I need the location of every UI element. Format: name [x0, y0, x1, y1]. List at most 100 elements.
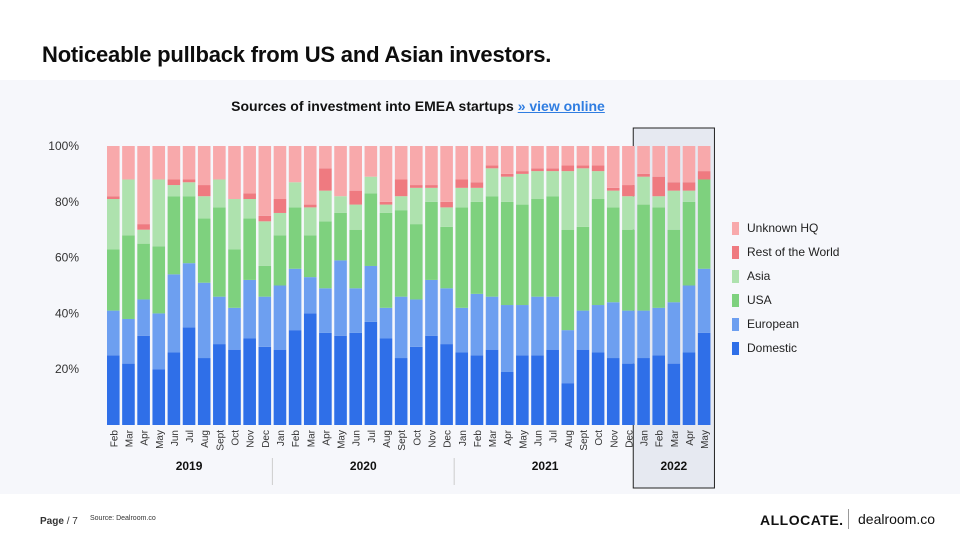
bar-segment	[455, 187, 469, 208]
bar-segment	[546, 168, 559, 172]
bar-segment	[258, 221, 272, 266]
bar-segment	[258, 146, 272, 216]
bar-segment	[697, 179, 711, 269]
bar-segment	[622, 310, 635, 364]
bar-segment	[606, 187, 620, 191]
page-label: Page	[40, 516, 64, 527]
bar-segment	[303, 207, 317, 236]
bar-segment	[197, 196, 211, 219]
bar-segment	[137, 335, 150, 425]
bar-segment	[107, 249, 120, 311]
bar-segment	[652, 176, 665, 197]
x-tick-label: Jun	[352, 430, 363, 446]
bar-segment	[667, 229, 681, 303]
x-tick-label: May	[518, 430, 529, 449]
bar-segment	[516, 355, 529, 425]
bar-segment	[288, 182, 302, 208]
bar-segment	[682, 182, 696, 191]
bar-segment	[667, 182, 681, 191]
bar-segment	[364, 321, 378, 425]
bar-segment	[470, 293, 484, 356]
bar-segment	[122, 318, 135, 364]
bar-segment	[152, 146, 166, 180]
bar-segment	[531, 168, 544, 172]
bar-segment	[379, 212, 393, 308]
bar-segment	[258, 215, 272, 222]
x-tick-label: May	[155, 430, 166, 449]
bar-segment	[197, 146, 211, 186]
bar-segment	[379, 338, 393, 425]
legend-swatch	[732, 293, 739, 307]
bar-segment	[622, 146, 635, 186]
bar-segment	[531, 296, 544, 356]
bar-segment	[334, 146, 347, 197]
x-tick-label: May	[337, 430, 348, 449]
bar-segment	[425, 146, 438, 186]
bar-segment	[410, 185, 423, 188]
bar-segment	[622, 229, 635, 311]
bar-segment	[213, 296, 226, 345]
x-tick-label: Nov	[246, 430, 257, 448]
bar-segment	[667, 146, 681, 183]
bar-segment	[425, 201, 438, 280]
bar-segment	[546, 196, 559, 297]
bar-segment	[319, 190, 332, 222]
bar-segment	[213, 344, 226, 425]
bar-segment	[137, 229, 150, 244]
bar-segment	[349, 288, 362, 333]
x-tick-label: Sept	[215, 430, 226, 451]
bar-segment	[379, 204, 393, 213]
legend-swatch	[732, 341, 739, 355]
bar-segment	[122, 146, 135, 180]
bar-segment	[349, 204, 362, 230]
bar-segment	[182, 327, 196, 425]
bar-segment	[561, 383, 575, 425]
bar-segment	[485, 349, 499, 425]
bar-segment	[591, 199, 605, 306]
bar-segment	[122, 235, 135, 319]
bar-segment	[228, 249, 241, 308]
bar-segment	[516, 305, 529, 356]
bar-segment	[303, 235, 317, 278]
bar-segment	[455, 352, 469, 425]
logo-divider	[848, 509, 849, 529]
bar-segment	[107, 310, 120, 356]
x-tick-label: Dec	[443, 430, 454, 448]
bar-segment	[576, 349, 590, 425]
view-online-link[interactable]: » view online	[517, 98, 605, 114]
year-label: 2019	[176, 459, 203, 473]
x-tick-label: Apr	[685, 429, 696, 445]
bar-segment	[243, 199, 256, 219]
bar-segment	[197, 185, 211, 197]
bar-segment	[682, 146, 696, 183]
bar-segment	[394, 210, 408, 297]
bar-segment	[228, 349, 241, 425]
legend-label: Domestic	[747, 341, 798, 355]
x-tick-label: Mar	[670, 429, 681, 447]
bar-segment	[319, 146, 332, 169]
bar-segment	[425, 185, 438, 188]
bar-segment	[470, 355, 484, 425]
bar-segment	[500, 176, 514, 202]
bar-segment	[546, 349, 559, 425]
bar-segment	[182, 146, 196, 180]
bar-segment	[107, 146, 120, 197]
x-tick-label: Dec	[261, 430, 272, 448]
bar-segment	[243, 338, 256, 425]
bar-segment	[561, 229, 575, 331]
bar-segment	[288, 268, 302, 331]
bar-segment	[107, 355, 120, 425]
bar-segment	[561, 146, 575, 166]
bar-segment	[167, 196, 181, 275]
legend-swatch	[732, 245, 739, 259]
bar-segment	[652, 196, 665, 208]
bar-segment	[425, 187, 438, 202]
bar-segment	[122, 179, 135, 236]
page-number: / 7	[66, 516, 78, 527]
x-tick-label: May	[700, 430, 711, 449]
bar-segment	[258, 265, 272, 297]
bar-segment	[697, 171, 711, 180]
bar-segment	[637, 310, 650, 359]
bar-segment	[606, 146, 620, 188]
bar-segment	[470, 182, 484, 188]
